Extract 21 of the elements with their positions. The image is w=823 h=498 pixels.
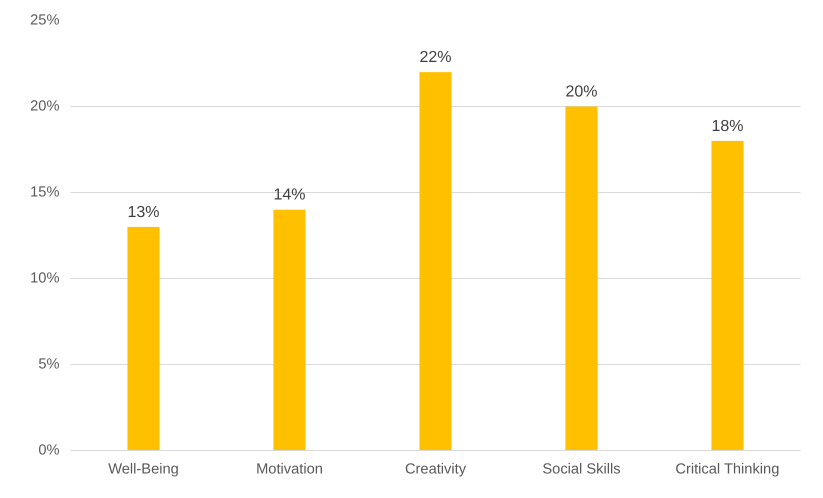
bar: [565, 106, 598, 450]
bar: [711, 140, 744, 450]
x-tick-label: Well-Being: [108, 462, 179, 478]
data-label: 18%: [711, 118, 744, 135]
y-tick-label: 25%: [30, 12, 60, 28]
data-label: 14%: [273, 186, 306, 204]
data-label: 13%: [127, 204, 160, 221]
data-label: 20%: [565, 84, 598, 100]
y-tick-label: 10%: [30, 270, 60, 286]
x-tick-label: Social Skills: [542, 462, 621, 478]
x-tick-label: Creativity: [404, 462, 467, 478]
y-tick-label: 15%: [30, 184, 60, 200]
y-tick-label: 5%: [38, 356, 60, 372]
y-tick-label: 0%: [38, 442, 60, 458]
bar: [419, 72, 452, 450]
data-label: 22%: [419, 49, 452, 66]
x-tick-label: Critical Thinking: [675, 462, 780, 478]
x-tick-label: Motivation: [256, 462, 323, 478]
y-tick-label: 20%: [30, 98, 60, 114]
bar: [273, 210, 306, 450]
bar: [127, 226, 160, 450]
